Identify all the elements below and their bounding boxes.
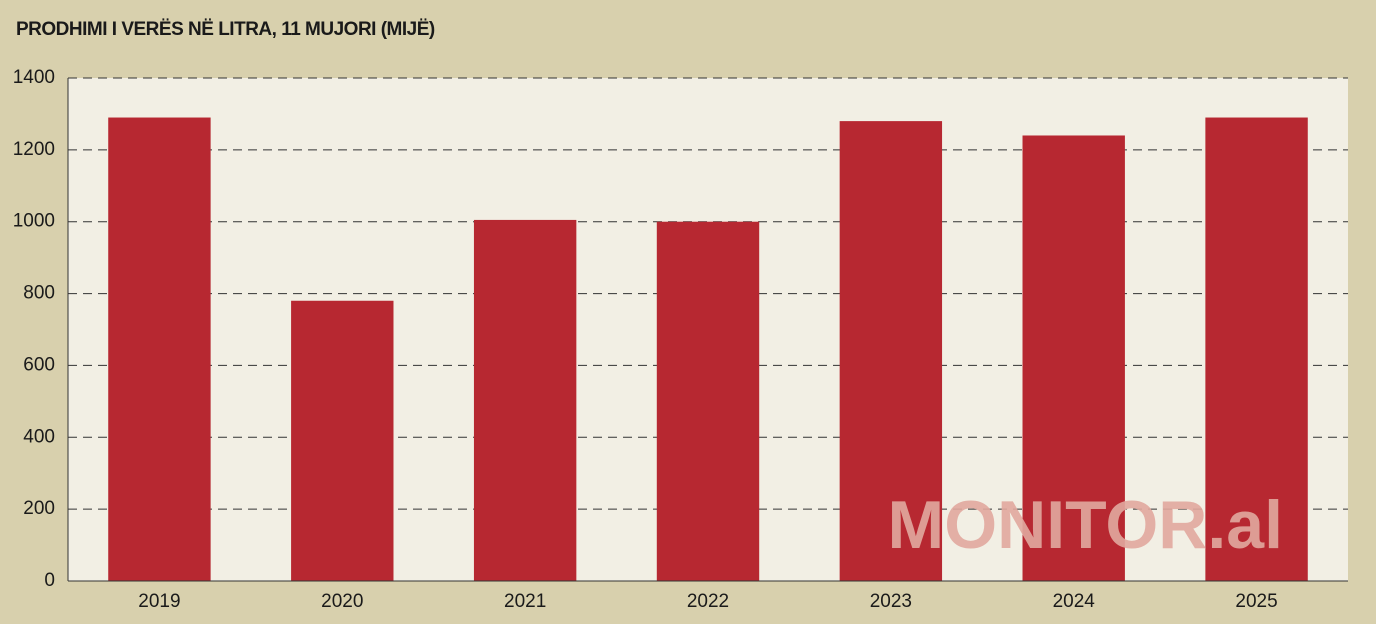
bar bbox=[656, 221, 760, 581]
y-tick-label: 200 bbox=[23, 498, 55, 519]
x-tick-label: 2023 bbox=[870, 591, 912, 612]
x-tick-label: 2019 bbox=[138, 591, 180, 612]
x-tick-label: 2021 bbox=[504, 591, 546, 612]
watermark: MONITOR.al bbox=[888, 487, 1283, 563]
x-tick-label: 2024 bbox=[1053, 591, 1096, 612]
x-tick-label: 2025 bbox=[1235, 591, 1277, 612]
y-tick-label: 400 bbox=[23, 426, 55, 447]
x-tick-label: 2022 bbox=[687, 591, 729, 612]
bar bbox=[1205, 117, 1308, 582]
y-tick-label: 600 bbox=[23, 354, 55, 375]
y-tick-label: 1400 bbox=[13, 67, 55, 88]
y-tick-label: 800 bbox=[23, 283, 55, 304]
y-tick-label: 0 bbox=[44, 570, 55, 591]
bar bbox=[839, 121, 943, 581]
bar bbox=[1022, 135, 1125, 581]
x-tick-label: 2020 bbox=[321, 591, 363, 612]
y-tick-label: 1000 bbox=[13, 211, 55, 232]
bar bbox=[108, 117, 211, 582]
chart-title: PRODHIMI I VERËS NË LITRA, 11 MUJORI (MI… bbox=[16, 19, 435, 40]
y-tick-label: 1200 bbox=[13, 139, 55, 160]
bar bbox=[291, 300, 394, 581]
bar bbox=[473, 219, 577, 582]
